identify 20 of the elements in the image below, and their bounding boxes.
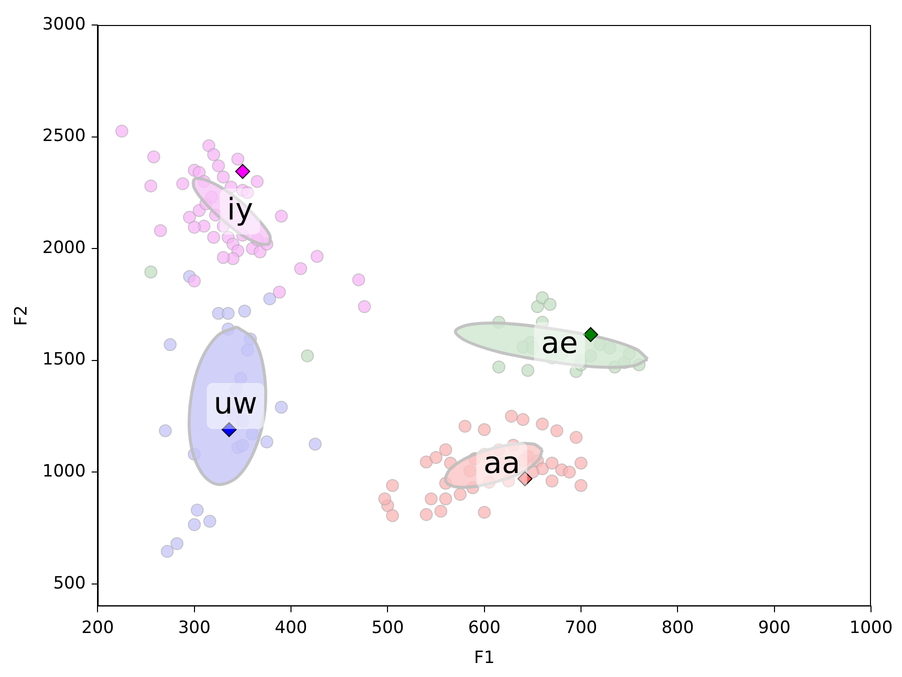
series-label: ae (541, 326, 578, 362)
x-tick-label: 200 (81, 618, 114, 638)
x-tick-label: 700 (564, 618, 598, 638)
y-tick-label: 1000 (42, 462, 86, 482)
x-tick-label: 400 (274, 618, 308, 638)
y-tick-label: 1500 (42, 350, 86, 370)
x-tick-label: 800 (661, 618, 694, 638)
y-tick-label: 3000 (42, 14, 86, 34)
series-label: iy (226, 192, 254, 228)
x-tick-label: 900 (758, 618, 791, 638)
y-axis-title: F2 (12, 305, 32, 326)
x-tick-label: 1000 (849, 618, 893, 638)
x-tick-label: 300 (178, 618, 211, 638)
series-label: aa (483, 446, 520, 482)
x-axis-title: F1 (474, 648, 495, 668)
y-tick-label: 2000 (42, 238, 86, 258)
y-tick-label: 2500 (42, 126, 86, 146)
x-tick-label: 500 (371, 618, 404, 638)
y-tick-label: 500 (53, 573, 86, 594)
x-tick-label: 600 (468, 618, 501, 638)
